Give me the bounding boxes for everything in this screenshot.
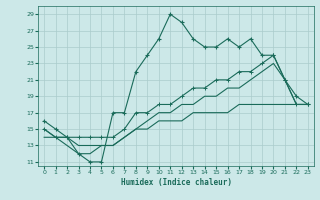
X-axis label: Humidex (Indice chaleur): Humidex (Indice chaleur) <box>121 178 231 187</box>
